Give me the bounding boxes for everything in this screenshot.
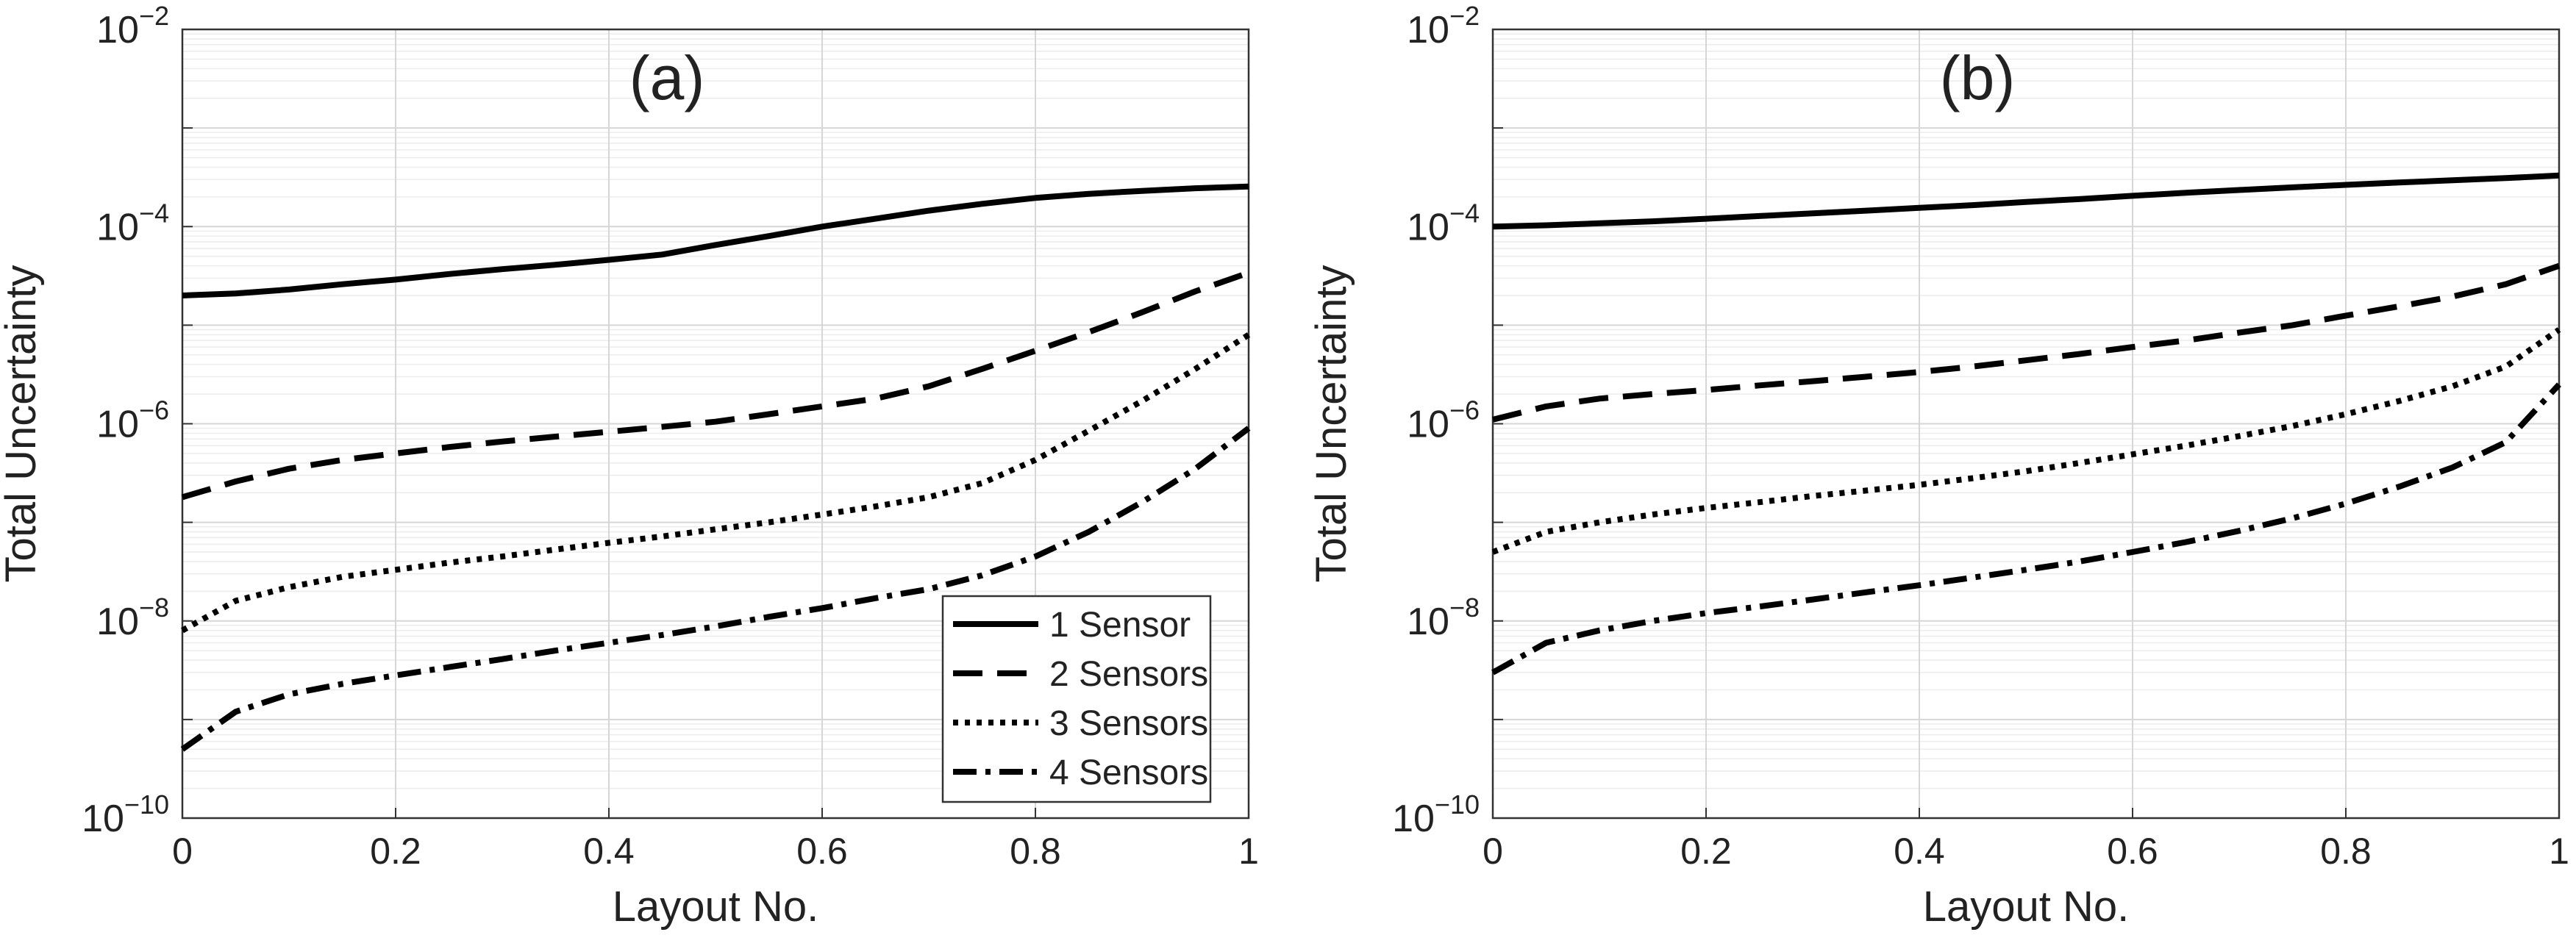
x-tick-label: 0.8 (2320, 831, 2372, 872)
x-tick-label: 0.8 (1010, 831, 1061, 872)
x-tick-label: 0.2 (370, 831, 421, 872)
y-tick-base: 10 (96, 206, 139, 248)
series-line-4 (180, 426, 1251, 752)
x-axis-label: Layout No. (613, 883, 819, 931)
y-tick-exponent: −2 (139, 1, 169, 31)
panel-label: (b) (1940, 43, 2016, 112)
chart-panel-a: 0 0.2 0.4 0.6 0.8 110−1010−810−610−410−2Layou… (0, 1, 1259, 931)
y-tick-base: 10 (1407, 206, 1449, 248)
y-tick-exponent: −4 (139, 198, 169, 228)
y-tick-exponent: −6 (139, 395, 169, 426)
x-tick-label: 0 (1483, 831, 1503, 872)
x-tick-label: 1 (1238, 831, 1259, 872)
y-tick-label: 10−4 (96, 198, 169, 248)
x-tick-label: 0.2 (1680, 831, 1732, 872)
legend: 1 Sensor 2 Sensors 3 Sensors 4 Sensors (941, 595, 1212, 803)
legend-label-4: 4 Sensors (1049, 753, 1208, 792)
y-tick-base: 10 (82, 798, 124, 840)
y-axis-label: Total Uncertainty (1307, 265, 1355, 583)
y-tick-base: 10 (96, 601, 139, 643)
x-tick-label: 0 (172, 831, 193, 872)
y-tick-exponent: −4 (1449, 198, 1480, 228)
panel-label: (a) (629, 43, 705, 112)
x-tick-label: 0.6 (2107, 831, 2158, 872)
y-tick-label: 10−10 (1392, 789, 1480, 840)
y-axis-label: Total Uncertainty (0, 265, 45, 583)
legend-label-1: 1 Sensor (1049, 606, 1191, 645)
x-tick-label: 0.4 (1894, 831, 1945, 872)
y-tick-exponent: −2 (1449, 1, 1480, 31)
y-tick-base: 10 (96, 404, 139, 446)
series-line-1 (1492, 172, 2560, 230)
axes-frame (1491, 28, 2561, 820)
x-axis-label: Layout No. (1923, 883, 2130, 931)
y-tick-base: 10 (1407, 9, 1449, 51)
y-tick-exponent: −8 (139, 592, 169, 623)
y-tick-label: 10−8 (96, 592, 169, 643)
series-line-2 (181, 270, 1250, 501)
y-tick-base: 10 (1407, 601, 1449, 643)
y-tick-exponent: −10 (124, 789, 169, 820)
y-tick-label: 10−2 (1407, 1, 1480, 51)
legend-label-3: 3 Sensors (1049, 704, 1208, 743)
y-tick-exponent: −6 (1449, 395, 1480, 426)
y-tick-base: 10 (1392, 798, 1435, 840)
series-line-3 (181, 332, 1251, 634)
series-line-1 (182, 183, 1249, 298)
y-tick-label: 10−8 (1407, 592, 1480, 643)
y-tick-base: 10 (96, 9, 139, 51)
y-tick-label: 10−10 (82, 789, 169, 840)
axes-frame (181, 28, 1250, 820)
x-tick-label: 0.6 (796, 831, 848, 872)
series-line-2 (1492, 262, 2561, 423)
y-tick-exponent: −8 (1449, 592, 1480, 623)
legend-box (941, 595, 1212, 803)
y-tick-label: 10−6 (96, 395, 169, 446)
chart-panel-b: 0 0.2 0.4 0.6 0.8 110−1010−810−610−410−2Layou… (1307, 1, 2569, 931)
y-tick-label: 10−4 (1407, 198, 1480, 248)
y-tick-exponent: −10 (1435, 789, 1480, 820)
y-tick-label: 10−2 (96, 1, 169, 51)
x-tick-label: 0.4 (583, 831, 635, 872)
series-line-4 (1491, 382, 2561, 676)
x-tick-label: 1 (2549, 831, 2569, 872)
y-tick-base: 10 (1407, 404, 1449, 446)
legend-label-2: 2 Sensors (1049, 655, 1208, 694)
y-tick-label: 10−6 (1407, 395, 1480, 446)
